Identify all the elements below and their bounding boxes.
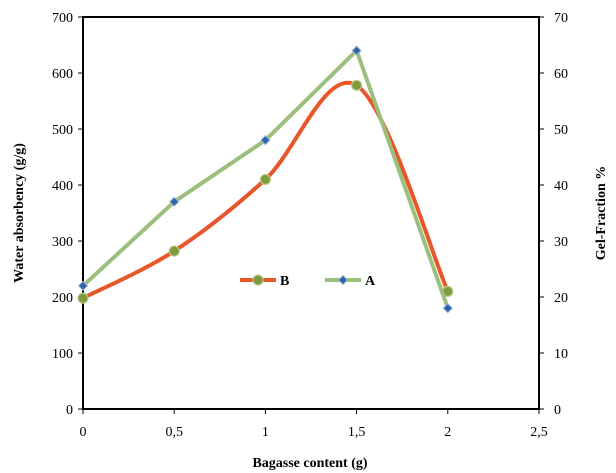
y-tick-label: 700 [52, 11, 73, 26]
y2-tick-label: 30 [554, 235, 568, 250]
y2-axis-title: Gel-Fraction % [594, 166, 609, 260]
y2-tick-label: 70 [554, 11, 568, 26]
y-tick-label: 400 [52, 179, 73, 194]
tick-labels: 0 0,5 1 1,5 2 2,5 0 100 200 300 400 500 600 700 0 10 20 3… [52, 11, 568, 440]
x-tick-label: 0 [80, 425, 87, 440]
y-tick-label: 600 [52, 67, 73, 82]
y-tick-label: 300 [52, 235, 73, 250]
y2-tick-label: 50 [554, 123, 568, 138]
data-point-a [260, 134, 271, 146]
y2-tick-label: 60 [554, 67, 568, 82]
data-point-a [351, 45, 362, 56]
legend-item-a: A [325, 274, 376, 289]
y2-tick-label: 40 [554, 179, 568, 194]
x-axis-title: Bagasse content (g) [252, 456, 367, 471]
y2-tick-label: 0 [554, 403, 561, 418]
x-tick-label: 2 [444, 425, 451, 440]
data-point-a [442, 302, 454, 314]
y2-tick-label: 20 [554, 291, 568, 306]
plot-border [82, 16, 540, 410]
legend-marker [252, 274, 264, 286]
x-tick-label: 0,5 [165, 425, 183, 440]
data-point-b [168, 245, 180, 257]
data-point-a [77, 280, 89, 292]
plot-frame [82, 16, 540, 410]
data-point-a [168, 196, 180, 208]
y-tick-label: 100 [52, 347, 73, 362]
data-point-b [351, 79, 363, 91]
y-tick-label: 200 [52, 291, 73, 306]
legend-marker [337, 274, 349, 286]
x-tick-label: 2,5 [530, 425, 548, 440]
axis-ticks [78, 16, 544, 414]
series-b [77, 79, 454, 304]
y-tick-label: 0 [66, 403, 73, 418]
series-a [77, 45, 454, 314]
x-tick-label: 1,5 [348, 425, 366, 440]
y2-tick-label: 10 [554, 347, 568, 362]
y-tick-label: 500 [52, 123, 73, 138]
legend-label: A [365, 274, 376, 289]
legend-label: B [280, 274, 289, 289]
y-axis-title: Water absorbency (g/g) [12, 143, 27, 283]
series-layer [77, 45, 454, 314]
data-point-b [77, 292, 89, 304]
series-line-b [81, 80, 450, 301]
data-point-b [259, 173, 271, 185]
legend-item-b: B [240, 274, 289, 289]
x-tick-label: 1 [262, 425, 269, 440]
